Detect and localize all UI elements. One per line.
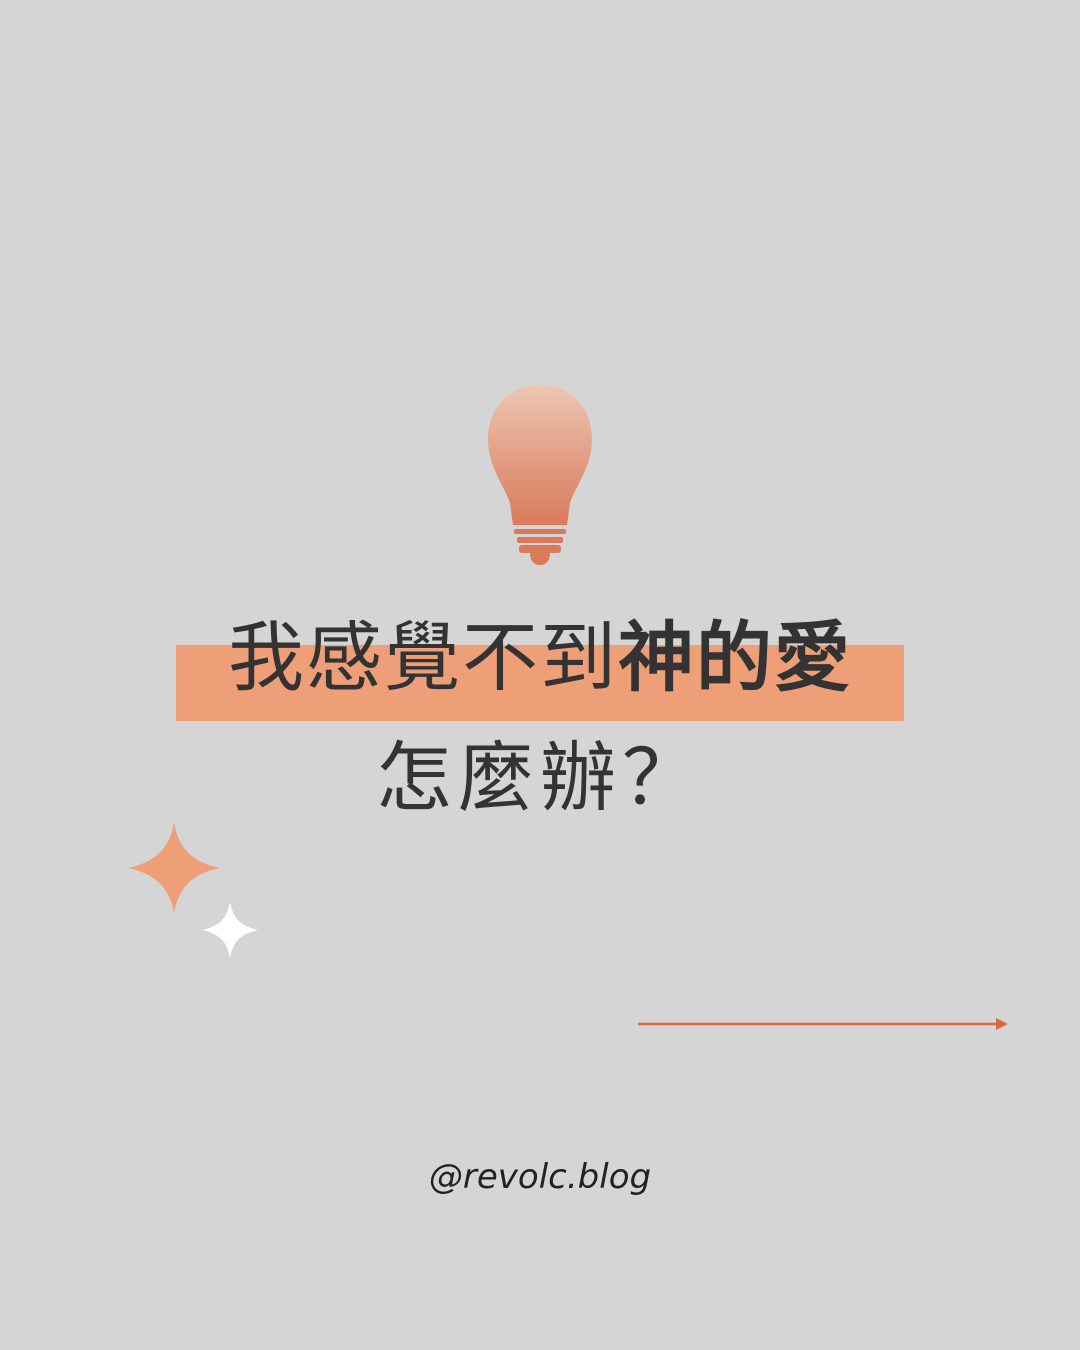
sparkle-icon: [202, 902, 258, 958]
title-part-regular: 我感覺不到: [228, 613, 618, 702]
arrow-right-icon: [638, 1018, 1008, 1030]
title-highlight-bar: [176, 645, 904, 721]
page-title: 我感覺不到神的愛: [0, 608, 1080, 708]
sparkle-icon: [128, 822, 220, 914]
page-subtitle: 怎麼辦？: [376, 733, 704, 822]
social-handle: @revolc.blog: [428, 1157, 652, 1197]
lightbulb-icon: [488, 385, 592, 565]
title-part-bold: 神的愛: [618, 613, 852, 702]
sparkles-decoration: [128, 822, 258, 958]
